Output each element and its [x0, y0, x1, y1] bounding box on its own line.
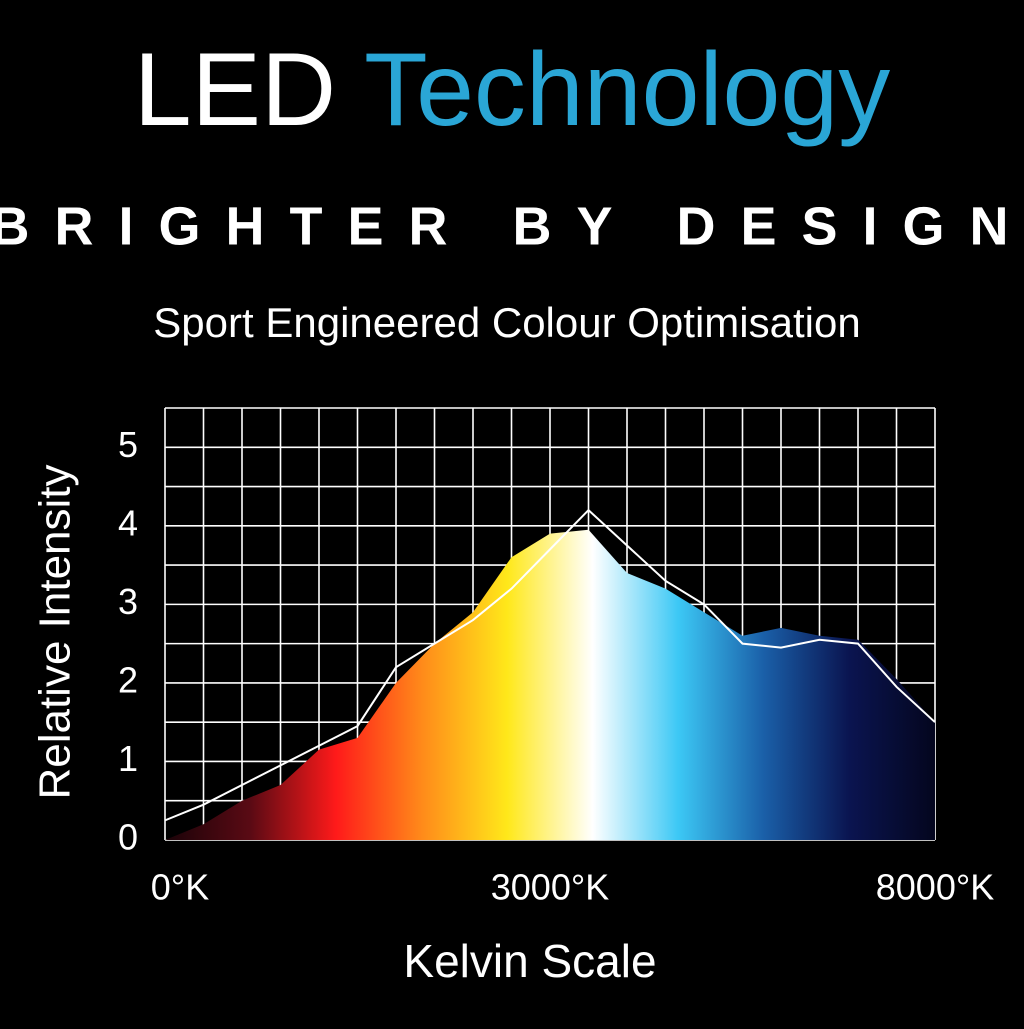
- y-tick-label: 0: [118, 817, 138, 858]
- title-technology: Technology: [364, 32, 890, 148]
- subtitle: BRIGHTER BY DESIGN: [0, 196, 1024, 256]
- spectrum-area: [165, 529, 935, 840]
- y-tick-label: 4: [118, 502, 138, 543]
- x-tick-label: 0°K: [151, 867, 209, 908]
- x-tick-label: 3000°K: [491, 867, 610, 908]
- x-axis-label: Kelvin Scale: [403, 935, 656, 987]
- title-led: LED: [134, 32, 336, 148]
- x-tick-label: 8000°K: [876, 867, 995, 908]
- y-tick-label: 1: [118, 738, 138, 779]
- y-axis-label: Relative Intensity: [31, 464, 80, 799]
- y-tick-label: 2: [118, 659, 138, 700]
- title: LED Technology: [134, 32, 890, 148]
- y-tick-label: 5: [118, 424, 138, 465]
- y-tick-label: 3: [118, 581, 138, 622]
- intensity-line: [164, 508, 936, 822]
- tagline: Sport Engineered Colour Optimisation: [153, 299, 860, 346]
